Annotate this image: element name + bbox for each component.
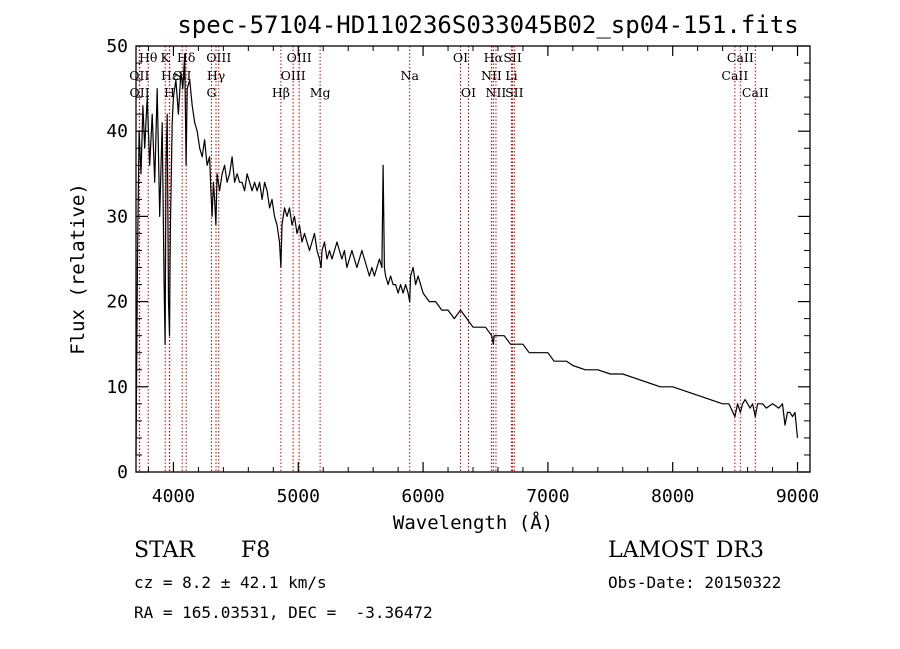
spectral-line-label: Hε — [161, 68, 178, 83]
object-class: STAR — [134, 538, 195, 563]
spectral-line-label: OIII — [281, 68, 306, 83]
y-axis-title: Flux (relative) — [67, 183, 89, 355]
y-tick-label: 30 — [106, 206, 128, 227]
spectral-line-label: CaII — [742, 85, 769, 100]
spectral-line-label: Hβ — [272, 85, 290, 100]
y-tick-label: 40 — [106, 121, 128, 142]
spectral-line-label: CaII — [721, 68, 748, 83]
x-tick-label: 7000 — [526, 486, 569, 507]
spectral-line-label: CaII — [727, 50, 754, 65]
spectral-line-label: Hδ — [177, 50, 195, 65]
spectral-line-label: Hγ — [207, 68, 225, 83]
spectral-line-label: OII — [130, 85, 150, 100]
x-tick-label: 6000 — [401, 486, 444, 507]
spectral-line-label: OII — [129, 68, 149, 83]
y-tick-label: 10 — [106, 377, 128, 398]
x-tick-label: 5000 — [277, 486, 320, 507]
x-axis-title: Wavelength (Å) — [393, 511, 553, 534]
obs-date-text: Obs-Date: 20150322 — [608, 573, 782, 592]
spectral-line-label: Na — [401, 68, 420, 83]
spectral-line-label: OI — [453, 50, 468, 65]
spectral-line-label: Mg — [310, 85, 331, 100]
redshift-text: cz = 8.2 ± 42.1 km/s — [134, 573, 327, 592]
spectral-line-label: NII — [481, 68, 502, 83]
spectral-line-label: OI — [461, 85, 476, 100]
spectral-line-label: G — [207, 85, 217, 100]
spectral-line-label: SII — [173, 68, 192, 83]
coordinates-text: RA = 165.03531, DEC = -3.36472 — [134, 603, 433, 622]
x-tick-label: 8000 — [651, 486, 694, 507]
spectral-line-label: Hθ — [139, 50, 157, 65]
spectral-line-label: Hα — [484, 50, 504, 65]
spectral-line-label: NII — [486, 85, 507, 100]
spectral-line-label: SII — [503, 50, 522, 65]
spectral-line-label: OIII — [206, 50, 231, 65]
y-tick-label: 50 — [106, 36, 128, 57]
spectral-line-label: SII — [505, 85, 524, 100]
object-subclass: F8 — [241, 538, 271, 563]
spectrum-line — [135, 53, 799, 456]
x-tick-label: 9000 — [776, 486, 819, 507]
x-tick-label: 4000 — [152, 486, 195, 507]
y-tick-label: 20 — [106, 292, 128, 313]
spectral-line-label: H — [164, 85, 175, 100]
survey-label: LAMOST DR3 — [608, 538, 764, 563]
chart-title: spec-57104-HD110236S033045B02_sp04-151.f… — [177, 11, 798, 39]
y-tick-label: 0 — [117, 462, 128, 483]
plot-frame — [135, 45, 811, 473]
spectral-line-label: K — [161, 50, 171, 65]
spectral-line-label: Li — [505, 68, 517, 83]
spectral-line-label: OIII — [287, 50, 312, 65]
